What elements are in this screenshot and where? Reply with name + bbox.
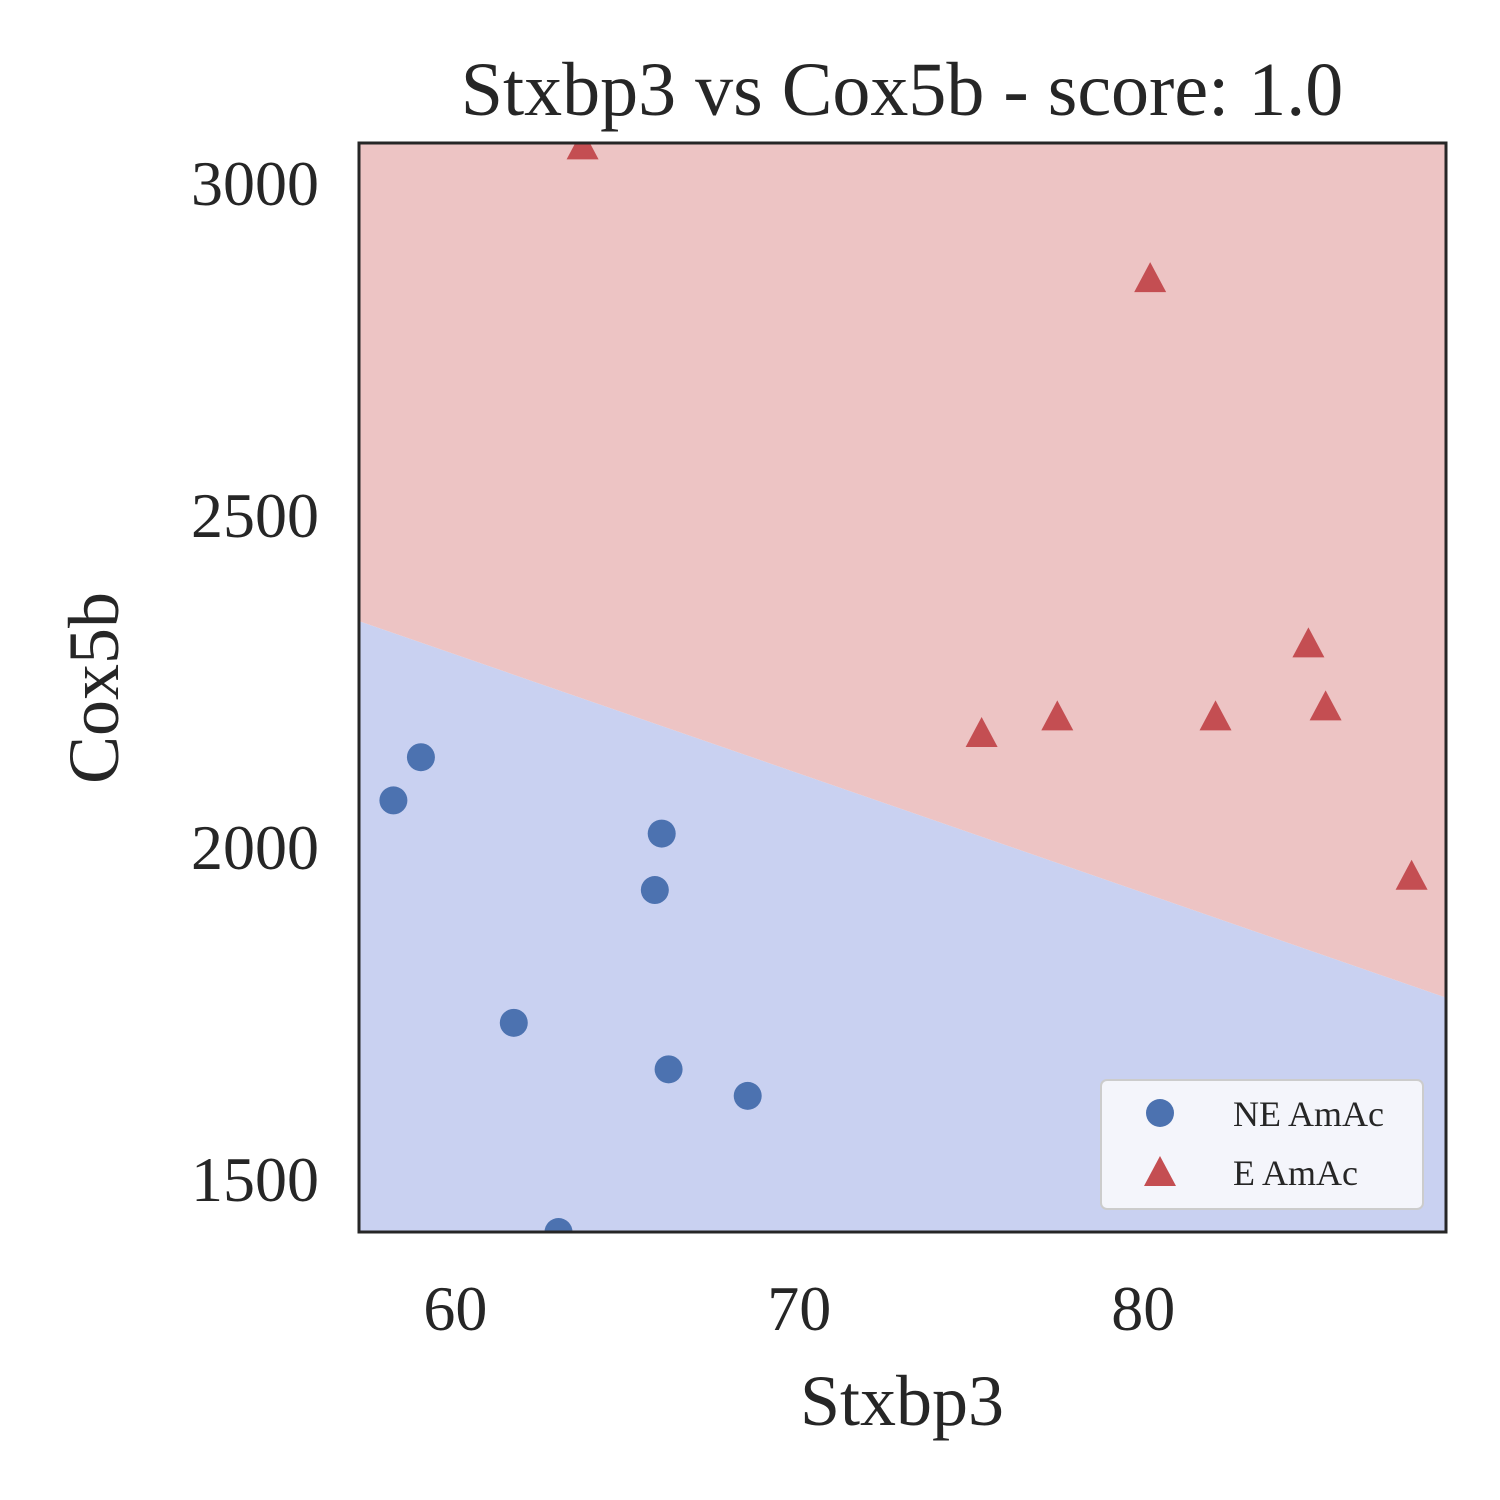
legend-label-e: E AmAc xyxy=(1233,1153,1358,1193)
ne-amac-point xyxy=(654,1055,683,1084)
x-ticks: 60 70 80 xyxy=(423,1273,1175,1344)
ne-amac-point xyxy=(640,876,669,905)
e-amac-point xyxy=(1309,690,1342,721)
x-tick-label: 70 xyxy=(767,1273,831,1344)
legend-marker-e xyxy=(1144,1156,1176,1186)
e-amac-point xyxy=(1199,700,1232,731)
plot-area xyxy=(357,141,1448,1234)
legend-marker-ne xyxy=(1146,1099,1174,1127)
legend: NE AmAc E AmAc xyxy=(1100,1079,1424,1210)
ne-amac-point xyxy=(733,1081,762,1110)
legend-label-ne: NE AmAc xyxy=(1233,1094,1384,1134)
plot-frame xyxy=(357,141,1448,1234)
ne-amac-point xyxy=(406,743,435,772)
e-amac-point xyxy=(566,143,599,160)
ne-amac-point xyxy=(647,819,676,848)
e-amac-point xyxy=(1134,262,1167,293)
e-amac-point xyxy=(1041,700,1074,731)
y-tick-label: 3000 xyxy=(191,148,319,219)
y-ticks: 1500 2000 2500 3000 xyxy=(191,148,319,1215)
data-points xyxy=(379,143,1428,1232)
y-axis-label: Cox5b xyxy=(54,592,134,784)
ne-amac-point xyxy=(499,1008,528,1037)
y-tick-label: 1500 xyxy=(191,1144,319,1215)
ne-amac-point xyxy=(379,786,408,815)
chart-title: Stxbp3 vs Cox5b - score: 1.0 xyxy=(461,48,1343,132)
legend-box xyxy=(1100,1079,1424,1210)
y-tick-label: 2000 xyxy=(191,812,319,883)
x-tick-label: 80 xyxy=(1111,1273,1175,1344)
y-tick-label: 2500 xyxy=(191,480,319,551)
x-tick-label: 60 xyxy=(423,1273,487,1344)
e-amac-point xyxy=(965,716,998,747)
e-amac-point xyxy=(1292,627,1325,658)
decision-region-e xyxy=(359,143,1446,998)
e-amac-point xyxy=(1395,859,1428,890)
x-axis-label: Stxbp3 xyxy=(800,1361,1004,1441)
ne-amac-point xyxy=(544,1218,573,1232)
